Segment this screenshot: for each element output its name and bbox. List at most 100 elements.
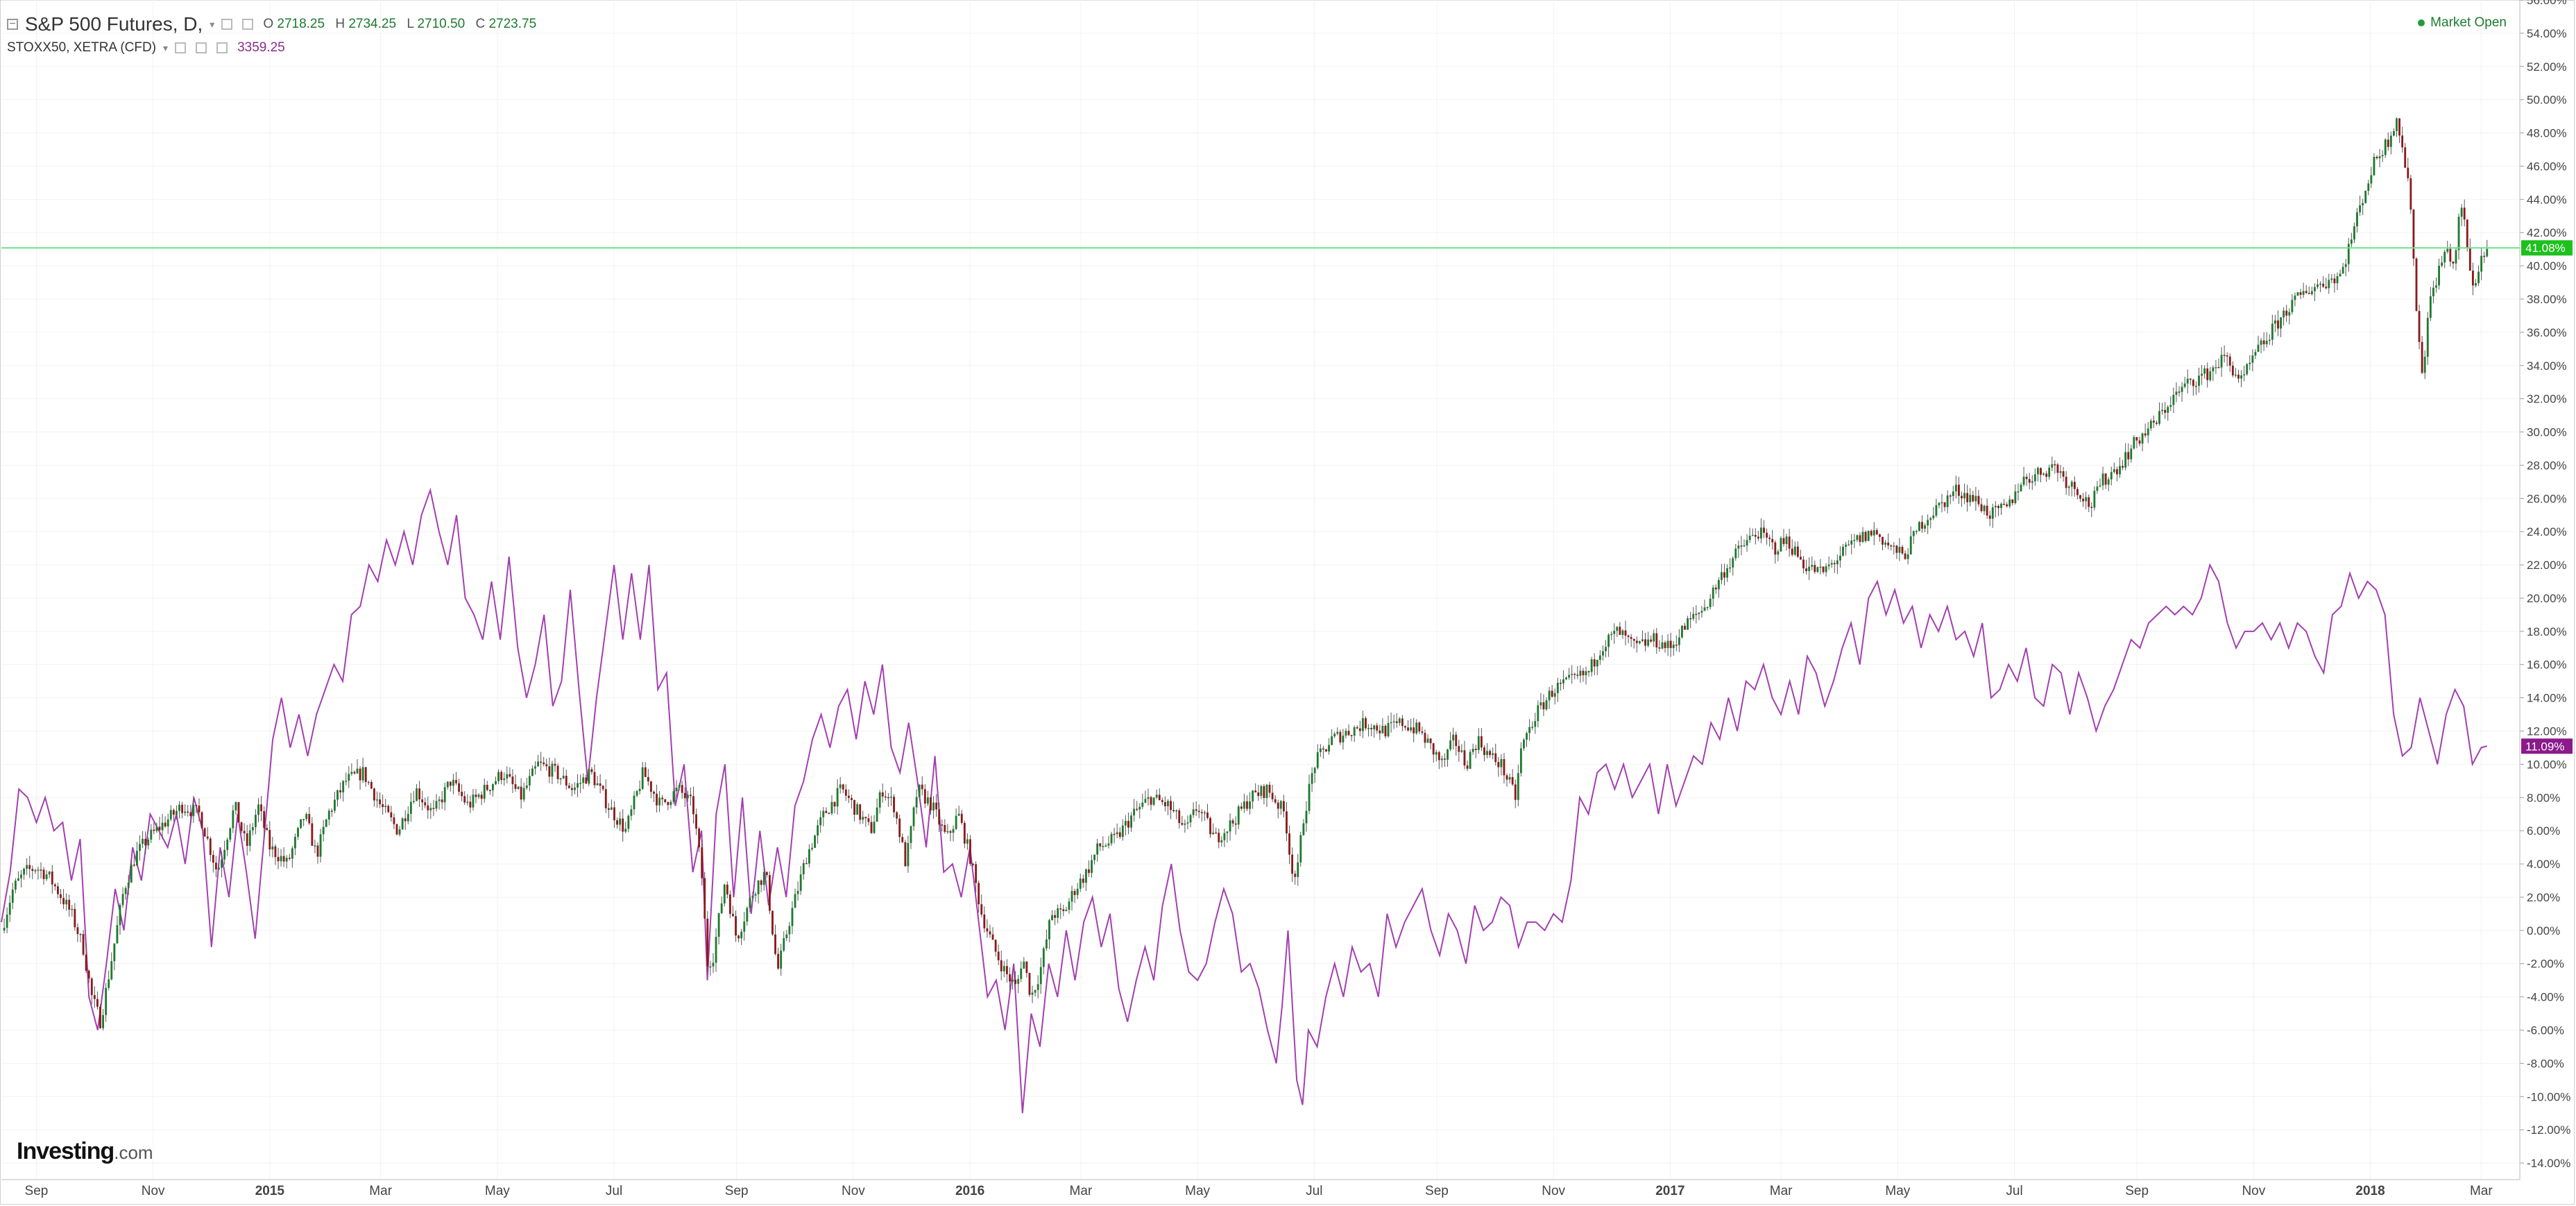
candle-body — [898, 818, 901, 838]
candle-body — [1763, 527, 1765, 533]
candle-body — [667, 801, 669, 806]
candle-body — [2285, 310, 2288, 316]
high-value: 2734.25 — [348, 17, 397, 31]
candle-body — [579, 783, 582, 784]
instrument-title[interactable]: S&P 500 Futures, D, — [25, 13, 203, 35]
candle-body — [260, 804, 262, 812]
x-tick-label: Mar — [1070, 1184, 1093, 1198]
candle-body — [1172, 810, 1175, 812]
candle-body — [1980, 504, 1983, 511]
settings-icon[interactable] — [221, 19, 233, 30]
x-tick-label: 2015 — [255, 1184, 285, 1198]
candle-body — [206, 836, 209, 839]
collapse-icon[interactable]: − — [7, 18, 18, 30]
candle-body — [1814, 565, 1816, 572]
candle-body — [119, 905, 121, 926]
hide-icon[interactable] — [196, 42, 207, 53]
candle-body — [1271, 792, 1274, 799]
y-tick-label: 22.00% — [2527, 559, 2567, 572]
candle-body — [1455, 734, 1458, 747]
candle-body — [1833, 563, 1836, 565]
candle-body — [285, 858, 288, 862]
candle-body — [2093, 491, 2096, 508]
candle-body — [226, 840, 229, 850]
candle-body — [1800, 557, 1802, 560]
chevron-down-icon[interactable]: ▾ — [210, 19, 215, 30]
candle-body — [1856, 535, 1859, 541]
open-label: O — [263, 17, 274, 31]
candle-body — [2201, 373, 2203, 376]
candle-body — [373, 788, 375, 801]
candle-body — [1432, 743, 1435, 755]
x-tick-label: Jul — [1306, 1184, 1322, 1198]
candle-body — [1144, 799, 1147, 803]
x-tick-label: Sep — [725, 1184, 749, 1198]
candle-body — [237, 801, 240, 823]
candle-body — [941, 824, 944, 826]
candle-body — [268, 830, 271, 850]
candle-body — [342, 781, 345, 792]
candle-body — [2319, 283, 2321, 285]
candle-body — [1376, 725, 1379, 731]
candle-body — [263, 811, 266, 829]
candle-body — [683, 792, 686, 799]
candle-body — [1590, 659, 1593, 672]
candle-body — [884, 796, 887, 798]
candle-body — [370, 781, 373, 789]
candle-body — [1568, 674, 1571, 678]
candle-body — [1734, 548, 1737, 559]
candle-body — [1231, 820, 1234, 824]
candle-body — [17, 878, 19, 881]
candle-body — [488, 790, 491, 792]
candle-body — [398, 829, 401, 835]
candle-body — [333, 799, 336, 811]
candle-body — [1774, 542, 1777, 555]
candle-body — [446, 781, 449, 788]
legend-main-row: − S&P 500 Futures, D, ▾ O 2718.25 H 2734… — [7, 12, 543, 36]
candle-body — [1988, 516, 1991, 519]
candle-body — [1294, 874, 1297, 877]
candle-body — [2347, 244, 2350, 264]
candle-body — [616, 820, 618, 825]
candle-body — [1367, 728, 1370, 729]
y-tick-label: -2.00% — [2527, 958, 2564, 971]
hide-icon[interactable] — [242, 19, 254, 30]
candle-body — [2336, 276, 2339, 284]
candle-body — [901, 837, 904, 842]
candle-body — [2325, 287, 2328, 289]
candle-body — [511, 776, 514, 785]
candle-body — [1839, 555, 1841, 561]
candle-body — [2362, 203, 2364, 205]
candle-body — [1610, 634, 1613, 636]
compare-value: 3359.25 — [237, 40, 285, 55]
candle-body — [2135, 436, 2138, 441]
candle-body — [1613, 631, 1616, 634]
candle-body — [2076, 489, 2079, 495]
compare-symbol[interactable]: STOXX50, XETRA (CFD) — [7, 40, 157, 55]
candle-body — [551, 763, 554, 777]
candle-body — [469, 801, 472, 808]
candle-body — [788, 926, 791, 935]
candle-body — [2025, 477, 2028, 479]
candle-body — [2183, 383, 2186, 387]
candle-body — [1940, 502, 1943, 504]
candle-body — [1246, 801, 1248, 809]
candle-body — [1579, 670, 1582, 676]
candle-body — [836, 788, 839, 807]
y-tick-label: 52.00% — [2527, 60, 2567, 74]
chevron-down-icon[interactable]: ▾ — [163, 42, 169, 53]
candle-body — [1695, 613, 1698, 615]
close-icon[interactable] — [216, 42, 228, 53]
candle-body — [234, 801, 237, 810]
candle-body — [636, 791, 638, 796]
settings-icon[interactable] — [175, 42, 187, 53]
candle-body — [641, 767, 644, 789]
candle-body — [1398, 718, 1401, 723]
candle-body — [2226, 355, 2228, 357]
candle-body — [1084, 869, 1087, 883]
candle-body — [1638, 640, 1641, 643]
candle-body — [1904, 553, 1907, 559]
candle-body — [822, 810, 825, 817]
candle-body — [2396, 118, 2398, 131]
